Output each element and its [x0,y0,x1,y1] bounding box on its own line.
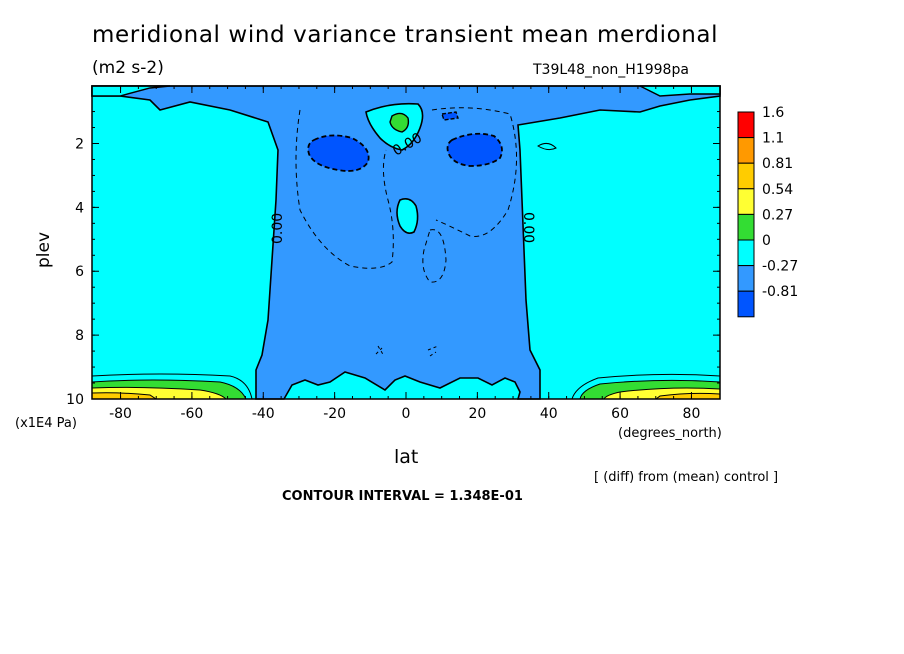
legend-label: -0.27 [762,259,798,275]
legend-label: 0.27 [762,207,793,223]
x-axis-ticks: -80 -60 -40 -20 0 20 40 60 80 [109,86,700,422]
y-tick-label: 6 [75,264,84,280]
legend-label: 0.54 [762,182,793,198]
legend-swatch [737,239,755,267]
legend-swatch [737,111,755,139]
x-tick-label: -80 [109,406,132,422]
thin-contour-bottom-left [91,373,253,400]
y-axis-ticks: 2 4 6 8 10 [66,111,720,408]
legend-label: 0.81 [762,156,793,172]
dashed-contour-small-left [375,345,385,357]
y-tick-label: 8 [75,328,84,344]
dashed-contour-mid [422,229,447,283]
legend-label: -0.81 [762,284,798,300]
dashed-contour-left [295,109,394,269]
legend-swatch [737,290,755,318]
x-tick-label: 0 [402,406,411,422]
contour-label-left: 0.00 [270,213,286,244]
central-negative-region [91,85,721,400]
dashed-contour-right [431,107,517,237]
negative-blob-small [441,111,459,121]
legend-swatch [737,213,755,241]
y-axis-unit: (x1E4 Pa) [15,416,77,431]
small-contour-right-ellipse [537,142,557,151]
legend-swatch [737,188,755,215]
legend-swatch [737,162,755,190]
diff-note: [ (diff) from (mean) control ] [594,470,779,485]
negative-blob-right [446,132,503,167]
chart-title: meridional wind variance transient mean … [92,22,719,48]
chart-units: (m2 s-2) [92,58,164,78]
x-tick-label: -40 [252,406,275,422]
x-axis-label: lat [394,446,419,468]
x-tick-label: -60 [180,406,203,422]
thin-contour-bottom-right [571,373,721,400]
legend-label: 0 [762,233,771,249]
legend-label: 1.1 [762,131,784,147]
x-axis-unit: (degrees_north) [618,426,722,441]
colorbar-legend: 1.6 1.1 0.81 0.54 0.27 0 -0.27 -0.81 [737,105,798,318]
run-label: T39L48_non_H1998pa [533,62,689,78]
y-tick-label: 2 [75,136,84,152]
center-green-core [389,112,410,133]
x-tick-label: 60 [611,406,629,422]
contour-interval-note: CONTOUR INTERVAL = 1.348E-01 [282,489,523,504]
x-tick-label: 40 [540,406,558,422]
legend-swatch [737,265,755,292]
contour-label-right: 0.00 [520,212,536,243]
legend-label: 1.6 [762,105,784,121]
x-tick-label: -20 [323,406,346,422]
dashed-contour-small-right [427,345,439,357]
x-tick-label: 20 [468,406,486,422]
y-tick-label: 4 [75,200,84,216]
x-tick-label: 80 [683,406,701,422]
y-tick-label: 10 [66,392,84,408]
negative-blob-left [307,134,370,172]
legend-swatch [737,137,755,164]
mid-positive-blob [396,198,419,234]
